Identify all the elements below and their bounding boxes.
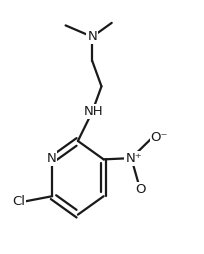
- Text: N: N: [46, 152, 56, 165]
- Text: N⁺: N⁺: [125, 152, 141, 165]
- Text: O⁻: O⁻: [150, 131, 167, 144]
- Text: N: N: [87, 30, 97, 43]
- Text: O: O: [135, 183, 145, 196]
- Text: NH: NH: [83, 105, 103, 118]
- Text: Cl: Cl: [12, 195, 25, 208]
